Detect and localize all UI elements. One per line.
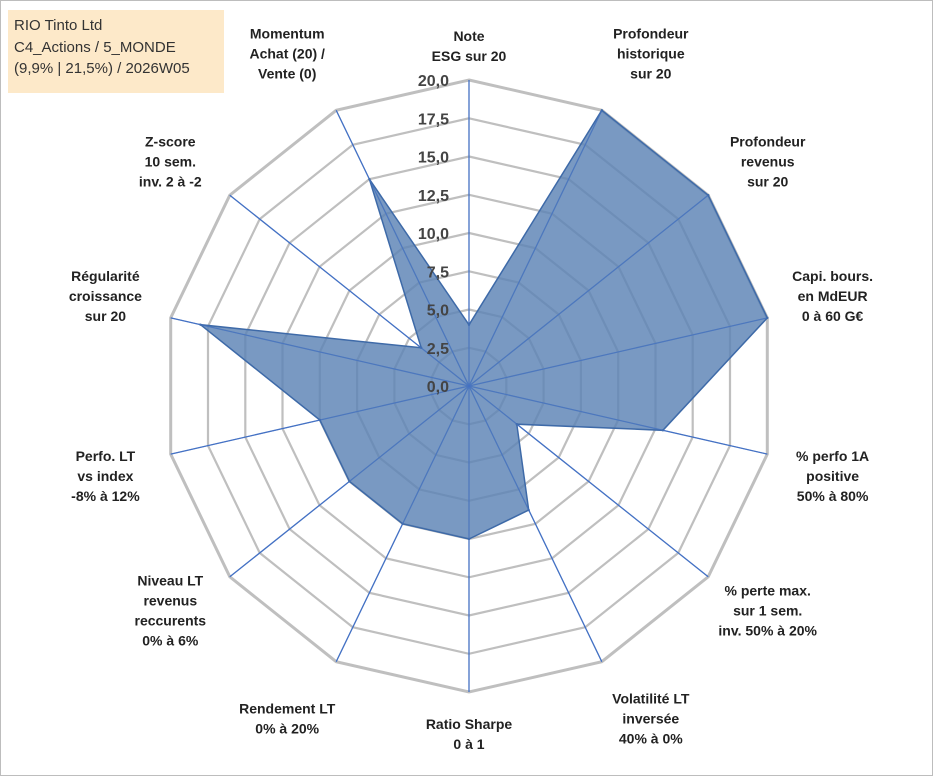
- axis-spoke-overlay: [468, 317, 768, 387]
- tick-label: 2,5: [427, 341, 449, 358]
- axis-label: Perfo. LT: [76, 448, 136, 464]
- axis-label: revenus: [741, 154, 795, 170]
- axis-label: inversée: [622, 711, 679, 727]
- axis-spoke-overlay: [468, 194, 709, 387]
- info-box: RIO Tinto Ltd C4_Actions / 5_MONDE (9,9%…: [8, 10, 224, 93]
- axis-label: Achat (20) /: [249, 45, 325, 61]
- radar-series: [170, 80, 769, 692]
- tick-label: 12,5: [418, 188, 449, 205]
- axis-label: Niveau LT: [137, 573, 203, 589]
- axis-spoke-overlay: [468, 385, 768, 455]
- axis-label: sur 20: [747, 174, 788, 190]
- axis-labels: Note ESG sur 20 Profondeur historique sur 20…: [69, 25, 873, 752]
- axis-label: historique: [617, 45, 685, 61]
- axis-label: 50% à 80%: [797, 488, 869, 504]
- tick-label: 20,0: [418, 73, 449, 90]
- axis-label: Profondeur: [730, 134, 806, 150]
- axis-label: 0 à 60 G€: [802, 308, 864, 324]
- axis-label: % perte max.: [725, 583, 811, 599]
- axis-label: sur 20: [85, 308, 126, 324]
- axis-label: revenus: [143, 593, 197, 609]
- axis-label: en MdEUR: [798, 288, 868, 304]
- series-area: [198, 109, 769, 540]
- axis-label: sur 1 sem.: [733, 603, 802, 619]
- axis-label: 0% à 20%: [255, 721, 319, 737]
- info-period: (9,9% | 21,5%) / 2026W05: [14, 60, 190, 77]
- axis-label: Capi. bours.: [792, 268, 873, 284]
- axis-label: 40% à 0%: [619, 731, 683, 747]
- axis-label: Profondeur: [613, 25, 689, 41]
- axis-label: sur 20: [630, 65, 671, 81]
- axis-label: reccurents: [135, 613, 207, 629]
- axis-label: Momentum: [250, 25, 325, 41]
- axis-label: % perfo 1A: [796, 448, 869, 464]
- axis-label: ESG sur 20: [432, 48, 507, 64]
- axis-label: Volatilité LT: [612, 691, 690, 707]
- axis-spoke-overlay: [335, 110, 470, 387]
- axis-label: Rendement LT: [239, 701, 336, 717]
- axis-spoke-overlay: [468, 385, 603, 662]
- axis-label: Régularité: [71, 268, 140, 284]
- axis-label: positive: [806, 468, 859, 484]
- axis-spoke-overlay: [229, 194, 470, 387]
- tick-label: 5,0: [427, 303, 449, 320]
- axis-spoke-overlay: [229, 385, 470, 578]
- axis-label: 0% à 6%: [142, 633, 199, 649]
- axis-label: vs index: [77, 468, 133, 484]
- tick-label: 7,5: [427, 264, 449, 281]
- info-company-name: RIO Tinto Ltd: [14, 17, 103, 34]
- tick-label: 0,0: [427, 379, 449, 396]
- axis-label: Z-score: [145, 134, 196, 150]
- axis-label: -8% à 12%: [71, 488, 140, 504]
- axis-spoke-overlay: [170, 317, 470, 387]
- tick-label: 15,0: [418, 150, 449, 167]
- axis-spoke-overlay: [468, 385, 709, 578]
- axis-label: croissance: [69, 288, 142, 304]
- axis-label: Vente (0): [258, 65, 316, 81]
- axis-label: 0 à 1: [453, 736, 484, 752]
- axis-label: inv. 50% à 20%: [718, 623, 817, 639]
- axis-spoke-overlay: [170, 385, 470, 455]
- axis-label: inv. 2 à -2: [139, 174, 202, 190]
- info-category: C4_Actions / 5_MONDE: [14, 38, 176, 56]
- axis-spoke-overlay: [468, 110, 603, 387]
- tick-label: 10,0: [418, 226, 449, 243]
- radial-tick-labels: 0,0 2,5 5,0 7,5 10,0 12,5 15,0 17,5 20,0: [418, 73, 449, 396]
- tick-label: 17,5: [418, 111, 449, 128]
- axis-label: Note: [453, 28, 484, 44]
- axis-spoke-overlay: [335, 385, 470, 662]
- axis-label: 10 sem.: [145, 154, 196, 170]
- axis-label: Ratio Sharpe: [426, 716, 513, 732]
